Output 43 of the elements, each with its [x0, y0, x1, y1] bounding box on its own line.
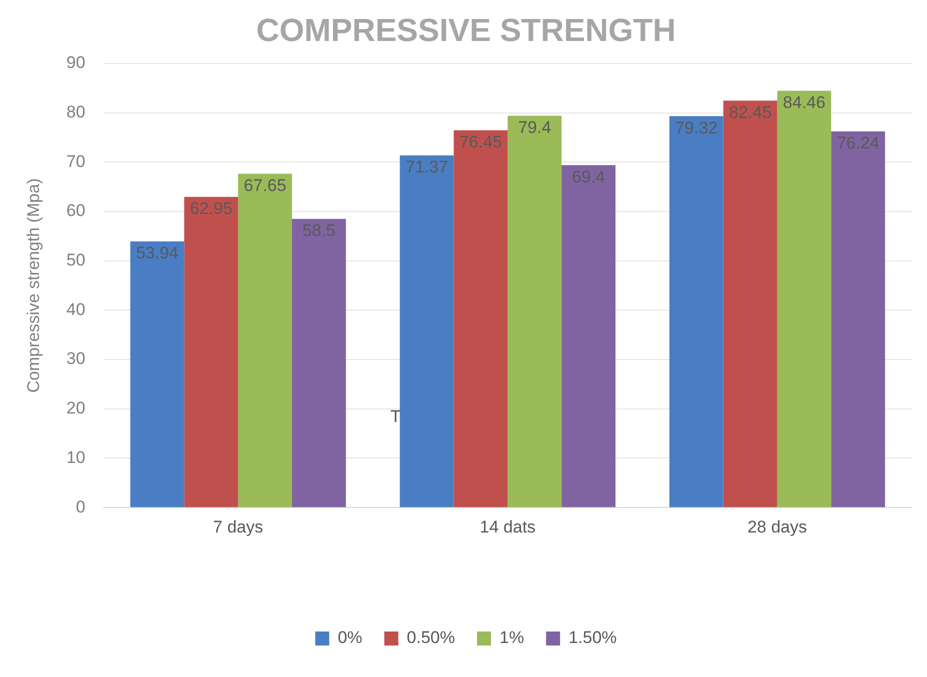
data-label: 67.65 — [244, 176, 286, 195]
data-label: 79.4 — [518, 118, 552, 137]
x-tick-label: 28 days — [747, 517, 807, 536]
bar — [292, 218, 346, 508]
bar — [831, 131, 886, 508]
chart-title: COMPRESSIVE STRENGTH — [256, 12, 676, 48]
bar — [777, 90, 832, 508]
bar — [723, 100, 778, 508]
y-tick-label: 70 — [66, 152, 86, 171]
bar — [508, 116, 562, 508]
data-label: 62.95 — [190, 199, 232, 218]
y-axis-title: Compressive strength (Mpa) — [24, 178, 43, 393]
y-tick-label: 50 — [66, 250, 86, 270]
y-tick-label: 90 — [66, 53, 86, 72]
y-tick-label: 0 — [76, 497, 86, 516]
data-label: 69.4 — [572, 167, 606, 186]
bar — [400, 155, 454, 508]
x-tick-label: 7 days — [213, 517, 264, 536]
bar — [454, 130, 508, 508]
y-tick-label: 60 — [66, 201, 86, 220]
data-label: 53.94 — [136, 244, 178, 263]
y-tick-label: 80 — [66, 102, 86, 122]
bar — [130, 241, 184, 508]
bar — [238, 174, 292, 508]
y-tick-label: 40 — [66, 300, 86, 319]
bar — [669, 116, 724, 508]
data-label: 58.5 — [302, 221, 336, 240]
legend-label: 0% — [338, 628, 362, 648]
legend-label: 1% — [500, 628, 524, 648]
bar — [562, 165, 616, 508]
y-tick-label: 10 — [66, 448, 86, 467]
data-label: 79.32 — [675, 118, 718, 138]
x-tick-label: 14 dats — [480, 517, 536, 536]
y-tick-label: 30 — [66, 349, 86, 368]
data-label: 76.24 — [836, 134, 880, 152]
y-tick-label: 20 — [66, 398, 86, 418]
data-label: 76.45 — [459, 132, 502, 152]
data-label: 82.45 — [728, 102, 772, 122]
bar — [184, 196, 238, 508]
data-label: 71.37 — [406, 158, 448, 177]
legend-label: 1.50% — [568, 628, 617, 648]
legend-label: 0.50% — [406, 628, 455, 648]
data-label: 84.46 — [782, 92, 826, 112]
